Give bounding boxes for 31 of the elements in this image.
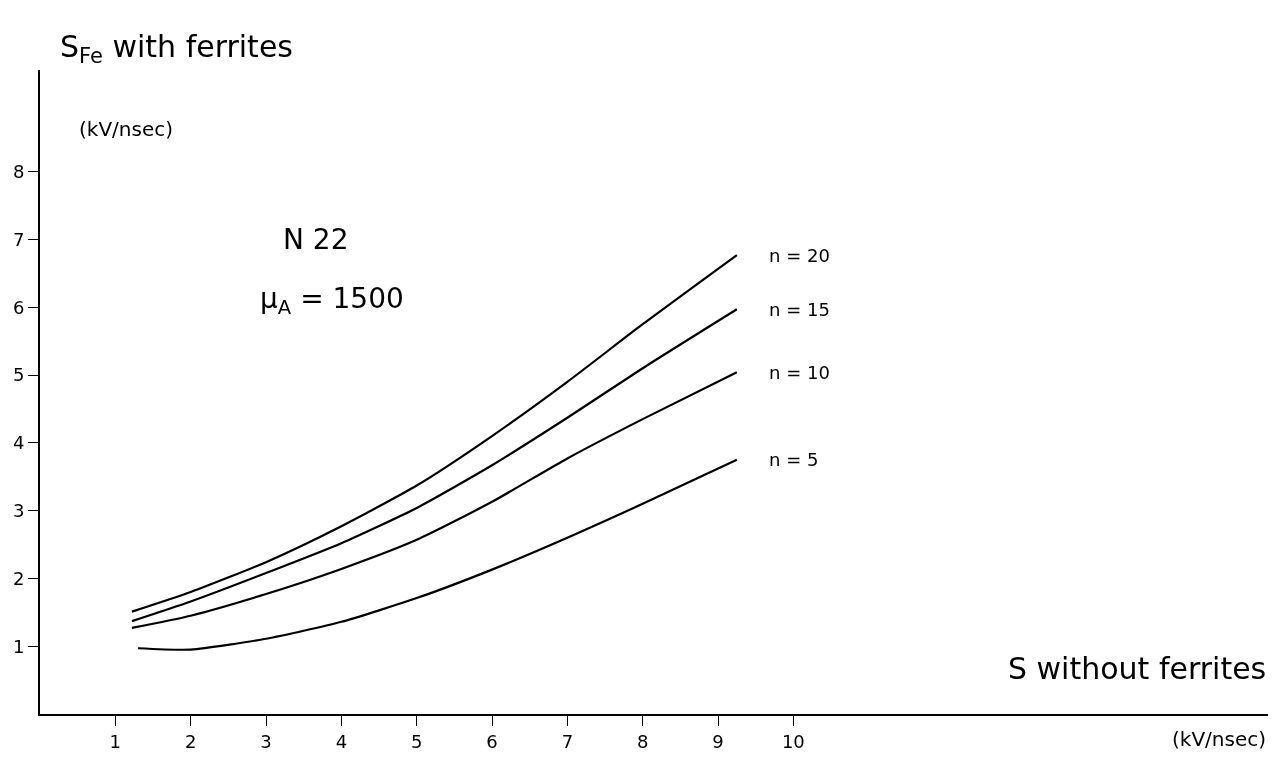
annotation: N 22 bbox=[283, 223, 349, 256]
line-series bbox=[136, 458, 738, 651]
series-label: n = 10 bbox=[769, 362, 830, 383]
x-tick-label: 1 bbox=[109, 730, 122, 752]
y-tick-label: 7 bbox=[12, 228, 25, 250]
x-tick-label: 10 bbox=[781, 730, 805, 752]
series-label: n = 15 bbox=[769, 299, 830, 320]
y-tick-label: 1 bbox=[12, 635, 25, 657]
y-tick-label: 6 bbox=[12, 296, 25, 318]
y-tick-label: 4 bbox=[12, 432, 25, 454]
x-tick-label: 3 bbox=[260, 730, 272, 752]
x-tick-label: 9 bbox=[712, 730, 724, 752]
x-tick-label: 5 bbox=[410, 730, 423, 752]
text: (kV/nsec) bbox=[1172, 727, 1267, 751]
y-axis-title: S$_{Fe}$ with ferrites bbox=[60, 29, 293, 69]
annotation: (kV/nsec) bbox=[79, 117, 174, 141]
y-tick-label: 8 bbox=[12, 160, 25, 182]
x-tick-label: 2 bbox=[184, 730, 197, 752]
series-label: n = 5 bbox=[769, 449, 819, 470]
series-label: n = 20 bbox=[769, 245, 830, 266]
annotation: μ$_{A}$ = 1500 bbox=[260, 282, 404, 319]
y-tick-label: 5 bbox=[12, 364, 25, 386]
line-series bbox=[130, 253, 738, 613]
x-tick-label: 4 bbox=[335, 730, 348, 752]
x-tick-label: 8 bbox=[636, 730, 649, 752]
y-tick-label: 3 bbox=[12, 499, 25, 521]
x-tick-label: 6 bbox=[486, 730, 498, 752]
x-axis-title: S without ferrites bbox=[1008, 651, 1267, 686]
x-tick-label: 7 bbox=[561, 730, 574, 752]
line-series bbox=[130, 371, 738, 630]
y-tick-label: 2 bbox=[12, 567, 25, 589]
